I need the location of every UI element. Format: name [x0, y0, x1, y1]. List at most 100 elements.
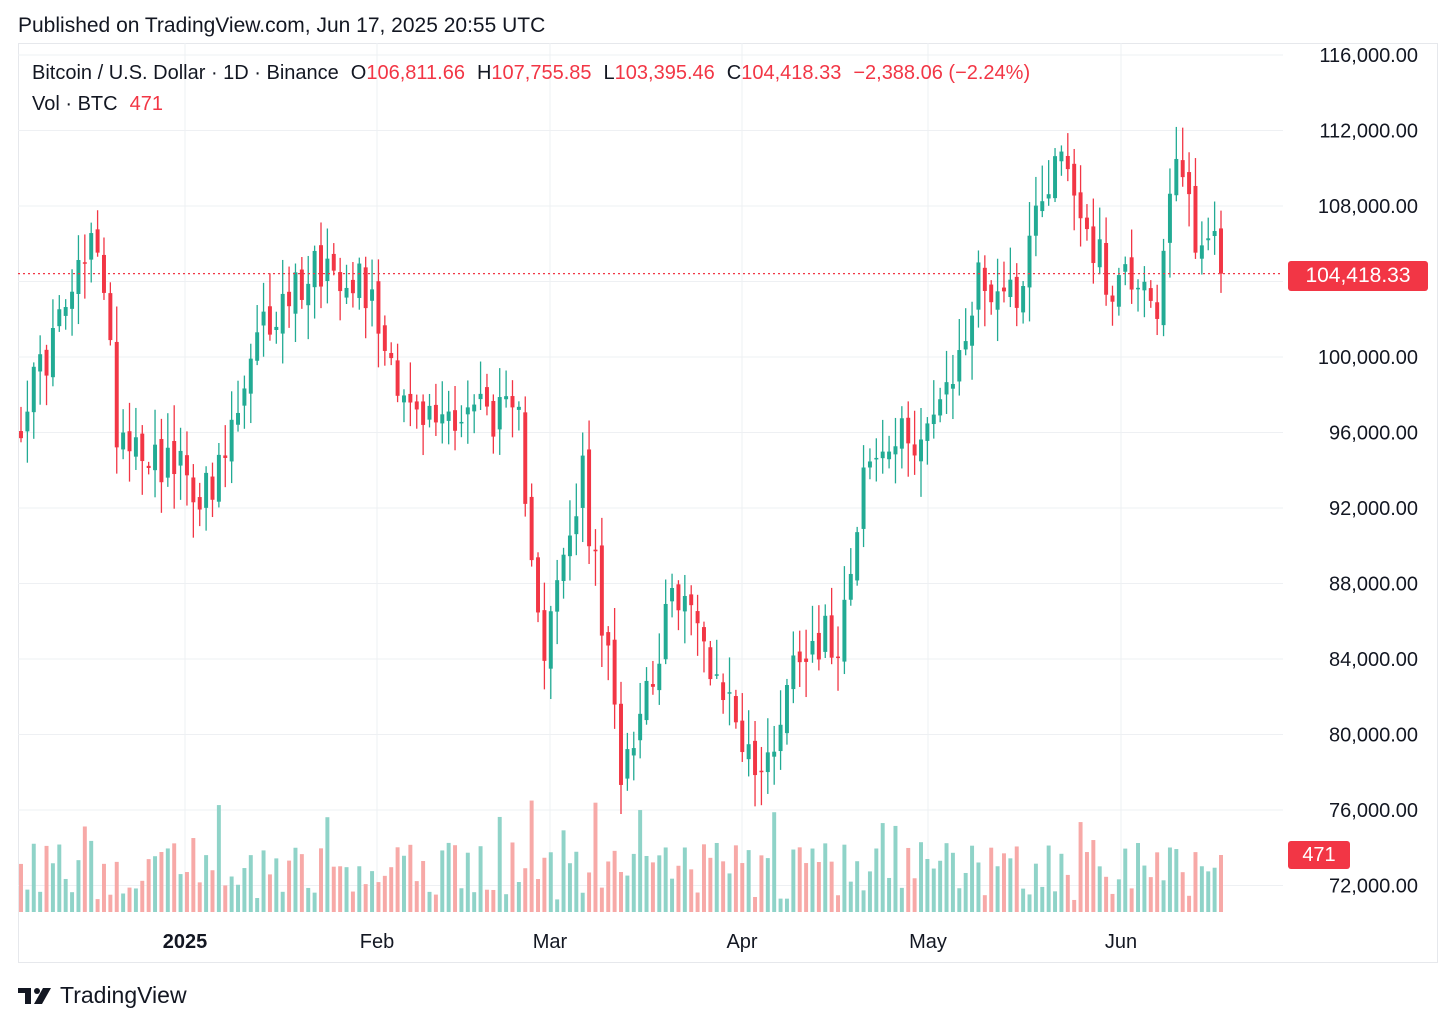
candle-body [848, 573, 853, 600]
candle-body [287, 291, 292, 307]
volume-bar [1046, 845, 1051, 912]
volume-bar [1078, 822, 1083, 912]
volume-bar [676, 865, 681, 912]
candle-body [376, 281, 381, 334]
volume-bar [925, 859, 930, 912]
candle-body [465, 407, 470, 415]
candle-body [1155, 302, 1160, 319]
volume-bar [1065, 874, 1070, 912]
candle-body [1014, 276, 1019, 308]
price-tick-label: 96,000.00 [1329, 423, 1418, 445]
candle-body [382, 325, 387, 351]
volume-bar [121, 893, 126, 912]
volume-bar [370, 871, 375, 912]
candle-body [606, 632, 611, 646]
volume-bar [810, 848, 815, 912]
symbol-title: Bitcoin / U.S. Dollar · 1D · Binance [32, 62, 339, 84]
volume-bar [1104, 876, 1109, 912]
volume-bar [1148, 877, 1153, 912]
price-tick-label: 112,000.00 [1319, 121, 1418, 143]
volume-bar [1129, 888, 1134, 912]
volume-bar [561, 830, 566, 912]
tradingview-logo-icon [18, 987, 51, 1004]
candle-body [95, 229, 100, 253]
volume-bar [1174, 849, 1179, 912]
candle-body [312, 250, 317, 288]
candle-body [497, 397, 502, 430]
candle-body [880, 451, 885, 459]
candle-body [1187, 172, 1192, 195]
volume-bar [899, 887, 904, 912]
candle-body [1161, 250, 1166, 326]
volume-bar [816, 862, 821, 912]
volume-bar [184, 872, 189, 912]
candle-body [223, 455, 228, 458]
volume-bar [1142, 865, 1147, 912]
candle-body [529, 496, 534, 561]
volume-bar [459, 888, 464, 912]
volume-bar [836, 895, 840, 912]
volume-bar [223, 885, 228, 912]
candle-body [1206, 238, 1211, 241]
volume-bar [714, 842, 719, 912]
time-tick-label: 2025 [163, 931, 208, 953]
volume-bar [733, 845, 738, 912]
legend-volume: Vol · BTC 471 [32, 93, 163, 116]
candle-body [682, 596, 687, 612]
candles [19, 126, 1223, 814]
candle-body [453, 410, 458, 431]
candle-body [504, 396, 509, 400]
candle-body [1180, 160, 1185, 178]
candle-body [414, 401, 419, 410]
volume-bar [1219, 855, 1223, 912]
candle-body [57, 309, 62, 327]
volume-bar [1187, 895, 1192, 912]
candle-body [982, 267, 987, 291]
volume-bar [402, 855, 406, 912]
brand[interactable]: TradingView [18, 982, 187, 1009]
candle-body [676, 584, 681, 611]
volume-bar [293, 847, 298, 912]
volume-bar [1059, 853, 1064, 912]
volume-bar [931, 868, 936, 912]
volume-bar [446, 842, 451, 912]
candle-body [957, 350, 962, 382]
price-axis: 116,000.00112,000.00108,000.00104,000.00… [1318, 45, 1418, 898]
volume-bar [1155, 852, 1160, 912]
candle-body [280, 293, 285, 334]
candle-body [925, 423, 930, 441]
volume-bar [1180, 872, 1185, 912]
candle-body [242, 388, 247, 406]
candle-body [274, 326, 279, 330]
candle-body [319, 245, 323, 287]
volume-bar [159, 852, 164, 912]
volume-bar [504, 894, 509, 912]
volume-bar [721, 861, 726, 912]
last-volume-badge: 471 [1288, 841, 1350, 869]
volume-bar [63, 878, 68, 912]
volume-bar [440, 850, 445, 912]
candle-body [38, 354, 43, 372]
volume-bar [484, 889, 489, 912]
candle-body [159, 439, 164, 483]
volume-bar [957, 888, 962, 912]
candle-body [906, 417, 911, 444]
candle-body [1219, 228, 1223, 274]
volume-bar [970, 845, 975, 912]
volume-bar [536, 879, 540, 912]
candle-body [293, 272, 298, 314]
volume-bar [982, 895, 987, 912]
volume-bar [1072, 899, 1077, 912]
price-tick-label: 84,000.00 [1329, 649, 1418, 671]
volume-bar [778, 898, 783, 912]
volume-bar [906, 847, 911, 912]
candle-body [708, 647, 713, 680]
candle-body [76, 260, 81, 294]
volume-bar [472, 892, 477, 912]
volume-bar [261, 850, 266, 912]
candle-body [478, 393, 483, 400]
candle-body [1091, 226, 1096, 264]
volume-bar [57, 844, 62, 912]
candle-body [650, 684, 655, 687]
